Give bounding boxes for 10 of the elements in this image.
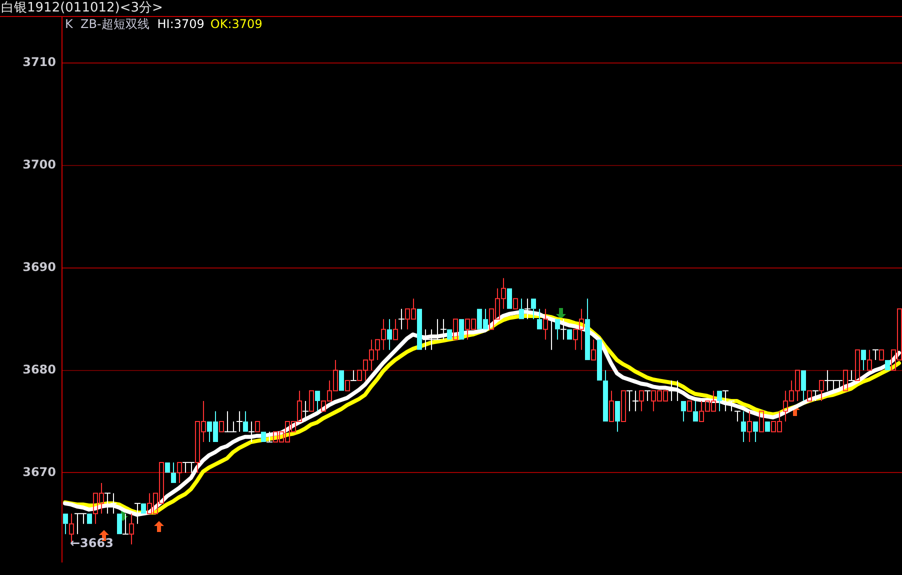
y-tick-label: 3670 [22, 464, 56, 479]
annotation: ←3663 [70, 536, 114, 550]
text: OK:3709 [210, 17, 262, 32]
y-tick-label: 3680 [22, 362, 56, 376]
y-tick-label: 3700 [22, 158, 56, 172]
text: HI:3709 [157, 17, 204, 32]
y-tick-label: 3690 [22, 260, 56, 274]
chart-subtitle: K ZB-超短双线 [65, 17, 150, 32]
y-tick-label: 3710 [22, 55, 56, 70]
chart-title: 白银1912(011012)<3分> [1, 0, 163, 16]
